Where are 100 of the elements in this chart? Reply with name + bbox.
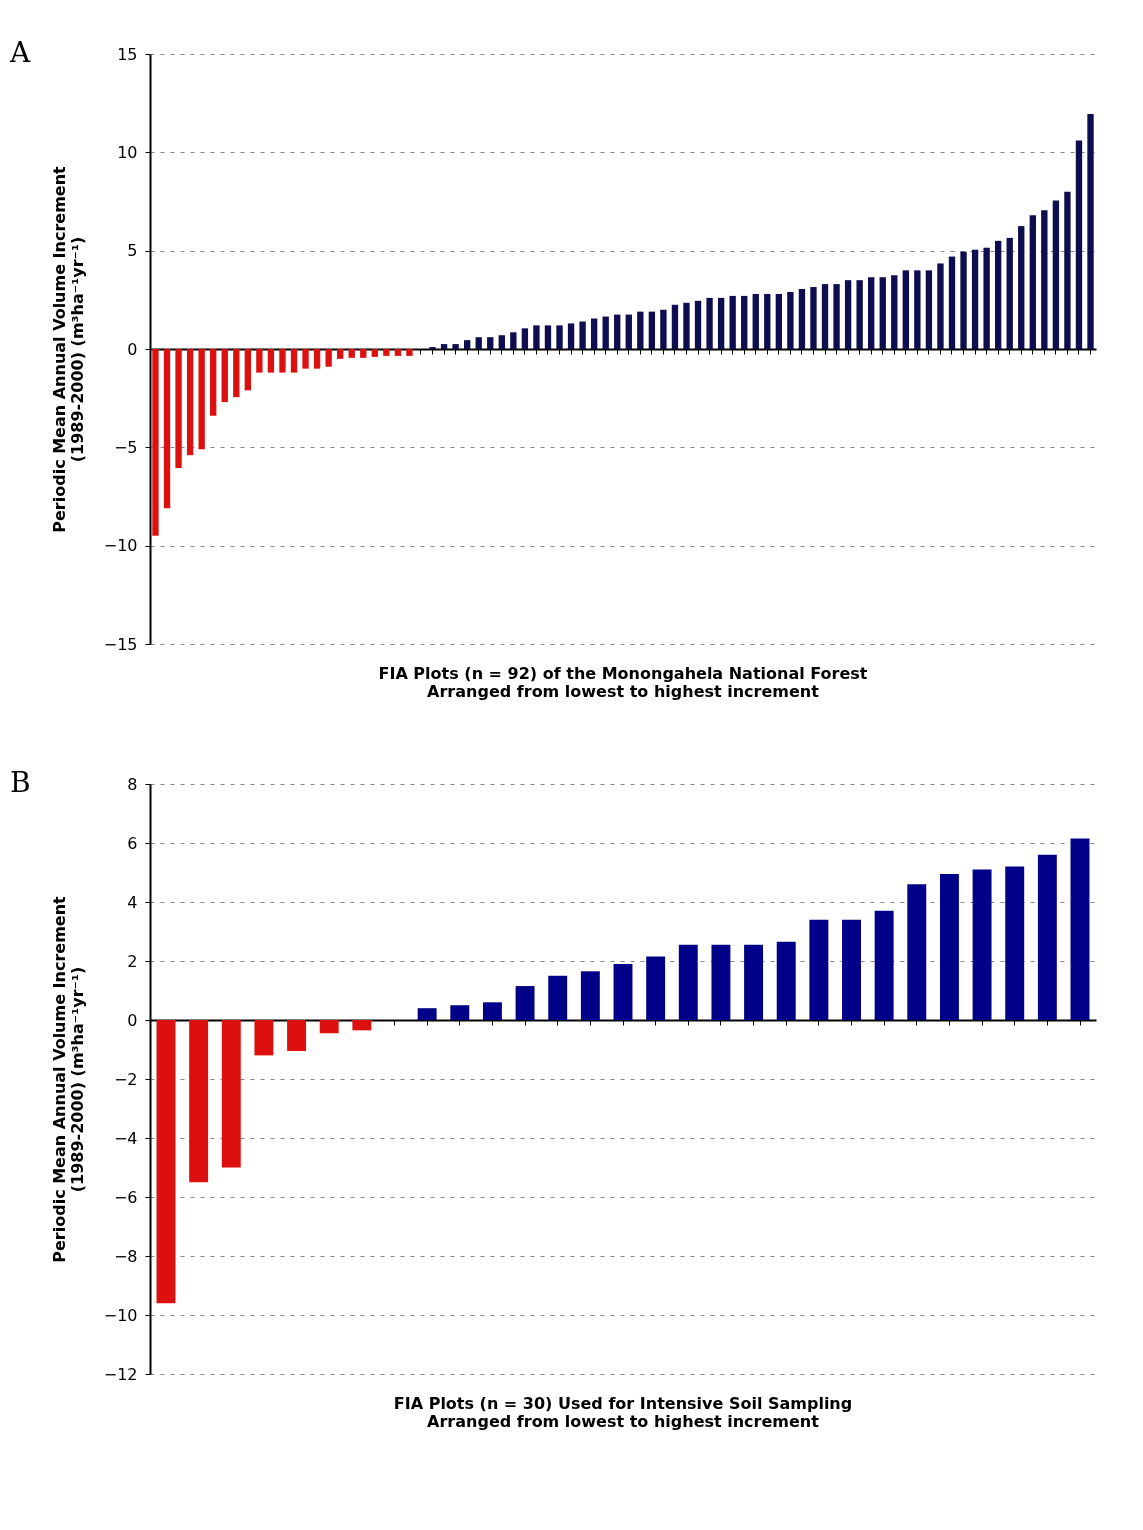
y-tick-label: 5: [127, 241, 138, 261]
y-tick-label: −10: [103, 1305, 138, 1325]
bar: [290, 349, 298, 373]
bar: [764, 293, 771, 349]
bar: [972, 869, 992, 1020]
y-tick-label: −12: [103, 1364, 138, 1384]
bar: [482, 1002, 502, 1020]
bar: [579, 321, 586, 349]
bar: [1070, 838, 1090, 1020]
bar: [914, 270, 921, 349]
bar: [452, 344, 459, 349]
y-tick-label: 6: [127, 833, 138, 853]
bar: [741, 295, 748, 349]
bar: [475, 337, 482, 349]
bar: [671, 304, 679, 349]
bar: [221, 1020, 241, 1168]
y-tick-label: −6: [113, 1187, 138, 1207]
bar: [417, 1008, 437, 1020]
bar: [925, 270, 933, 349]
y-tick-label: 8: [127, 774, 138, 794]
bar: [267, 349, 275, 373]
bar: [787, 291, 794, 349]
bar: [221, 349, 228, 403]
bar: [775, 293, 783, 349]
bar: [660, 309, 667, 349]
bar: [394, 349, 402, 356]
bar: [614, 314, 621, 349]
bar: [694, 300, 702, 349]
y-tick-label: −5: [113, 437, 138, 457]
bar: [902, 270, 909, 349]
bar: [844, 280, 852, 349]
bar: [580, 971, 600, 1020]
bar: [189, 1020, 209, 1183]
bar: [556, 325, 563, 349]
bar: [752, 293, 759, 349]
y-tick-label: 4: [127, 892, 138, 912]
bar: [971, 249, 979, 349]
bar: [798, 289, 806, 349]
bar: [1037, 854, 1057, 1020]
bar: [776, 941, 796, 1020]
bar: [683, 302, 690, 349]
bar: [678, 944, 698, 1020]
bar: [646, 956, 666, 1020]
x-axis-title: FIA Plots (n = 30) Used for Intensive Soil Sampling Arranged from lowest to highest increment: [393, 1394, 853, 1431]
bar: [1041, 210, 1048, 349]
y-tick-label: −4: [113, 1128, 138, 1148]
bar: [744, 944, 764, 1020]
bar: [1006, 237, 1013, 349]
bar: [983, 247, 990, 349]
bar: [874, 910, 894, 1020]
bar: [325, 349, 332, 367]
y-tick-label: 2: [127, 951, 138, 971]
bar: [960, 251, 967, 349]
bar: [891, 275, 898, 349]
y-tick-label: −10: [103, 536, 138, 556]
bar: [648, 311, 656, 349]
bar: [152, 349, 159, 536]
bar: [625, 314, 632, 349]
bar: [319, 1020, 339, 1034]
bar: [244, 349, 252, 391]
bar: [337, 349, 344, 359]
bar: [198, 349, 205, 450]
bar: [602, 316, 609, 349]
bar: [450, 1005, 470, 1020]
bar: [487, 337, 494, 349]
bar: [156, 1020, 176, 1304]
bar: [515, 986, 535, 1020]
bar: [533, 325, 540, 349]
bar: [313, 349, 321, 369]
bar: [937, 263, 944, 349]
bar: [717, 297, 725, 349]
bar: [1005, 866, 1025, 1020]
bar: [729, 295, 736, 349]
bar: [548, 975, 568, 1020]
bar: [711, 944, 731, 1020]
bar: [948, 256, 956, 349]
bar: [1064, 191, 1071, 349]
bar: [440, 344, 448, 349]
bar: [163, 349, 171, 509]
bar: [544, 325, 552, 349]
bar: [210, 349, 217, 416]
bar: [279, 349, 286, 373]
bar: [833, 284, 840, 349]
bar: [907, 884, 927, 1020]
bar: [939, 873, 959, 1020]
bar: [994, 240, 1002, 349]
bar: [567, 323, 575, 349]
y-tick-label: −8: [113, 1246, 138, 1266]
bar: [352, 1020, 372, 1031]
y-tick-label: 0: [127, 339, 138, 359]
bar: [498, 335, 505, 349]
bar: [856, 280, 863, 349]
bar: [1087, 113, 1094, 349]
y-tick-label: 0: [127, 1010, 138, 1030]
text: A: [9, 36, 31, 69]
bar: [821, 284, 829, 349]
bar: [868, 277, 875, 349]
bar: [1029, 215, 1036, 349]
bar: [706, 297, 713, 349]
x-axis-title: FIA Plots (n = 92) of the Monongahela National Forest Arranged from lowest to highest increment: [378, 664, 868, 701]
